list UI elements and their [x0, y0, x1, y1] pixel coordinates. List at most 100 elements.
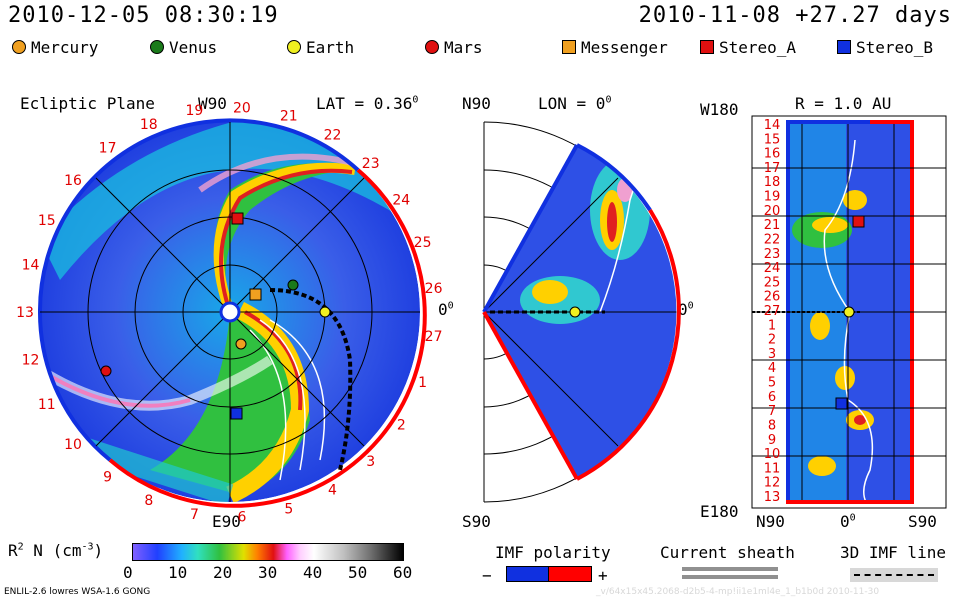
- meridional-earth-icon: [569, 306, 581, 318]
- imf-polarity-title: IMF polarity: [495, 543, 611, 562]
- imf-polarity-plus: +: [598, 566, 608, 585]
- mercury-icon: [235, 338, 247, 350]
- imf-polarity-negative-swatch: [506, 566, 550, 582]
- carrington-tick-label: 21: [280, 109, 298, 125]
- ecliptic-title: Ecliptic Plane: [20, 94, 155, 113]
- radial-tick-label: 15: [764, 132, 781, 147]
- imf-line-title: 3D IMF line: [840, 543, 946, 562]
- stereo-a-icon: [231, 212, 244, 225]
- model-label: ENLIL-2.6 lowres WSA-1.6 GONG: [4, 587, 151, 597]
- carrington-tick-label: 4: [328, 483, 337, 499]
- carrington-tick-label: 12: [22, 352, 40, 368]
- messenger-icon: [249, 288, 262, 301]
- carrington-tick-label: 20: [233, 100, 251, 116]
- radial-tick-label: 10: [764, 447, 781, 462]
- radial-tick-label: 3: [768, 347, 776, 362]
- radial-x-label-n: N90: [756, 512, 785, 531]
- colorbar-tick-label: 60: [393, 563, 413, 582]
- carrington-tick-label: 8: [144, 493, 153, 509]
- radial-r-label: R = 1.0 AU: [795, 94, 892, 113]
- carrington-tick-label: 17: [99, 141, 117, 157]
- legend-item-stereo-a: Stereo_A: [700, 38, 796, 57]
- imf-polarity-minus: −: [482, 566, 492, 585]
- carrington-tick-label: 14: [22, 258, 40, 274]
- carrington-tick-label: 13: [16, 305, 34, 321]
- colorbar-tick-label: 20: [213, 563, 233, 582]
- radial-tick-label: 6: [768, 390, 776, 405]
- radial-tick-label: 25: [764, 275, 781, 290]
- radial-tick-label: 24: [764, 261, 781, 276]
- carrington-tick-label: 11: [38, 397, 56, 413]
- radial-tick-label: 12: [764, 476, 781, 491]
- radial-top-left-label: W180: [700, 100, 739, 119]
- radial-x-label-0: 00: [840, 512, 856, 531]
- legend-item-stereo-b: Stereo_B: [837, 38, 933, 57]
- carrington-tick-label: 9: [103, 469, 112, 485]
- colorbar-tick-label: 10: [168, 563, 188, 582]
- current-sheath-swatch-bottom: [682, 575, 778, 579]
- carrington-tick-label: 10: [64, 437, 82, 453]
- carrington-tick-label: 22: [324, 128, 342, 144]
- stereo-b-icon: [230, 407, 243, 420]
- carrington-tick-label: 18: [140, 117, 158, 133]
- timestamp: 2010-12-05 08:30:19: [8, 3, 279, 28]
- carrington-tick-label: 16: [64, 173, 82, 189]
- radial-tick-label: 8: [768, 419, 776, 434]
- reference-date: 2010-11-08 +27.27 days: [638, 3, 952, 28]
- ecliptic-bottom-label: E90: [212, 512, 241, 531]
- run-id-label: _v/64x15x45.2068-d2b5-4-mp!ii1e1ml4e_1_b…: [596, 587, 880, 597]
- legend-item-mars: Mars: [425, 38, 483, 57]
- legend-item-earth: Earth: [287, 38, 354, 57]
- carrington-tick-label: 23: [362, 156, 380, 172]
- radial-tick-label: 14: [764, 118, 781, 133]
- venus-marker: [150, 40, 164, 54]
- radial-tick-label: 1: [768, 318, 776, 333]
- radial-tick-labels: 1415161718192021222324252627123456789101…: [764, 118, 781, 505]
- radial-earth-icon: [843, 306, 855, 318]
- carrington-tick-label: 7: [190, 507, 199, 523]
- radial-tick-label: 9: [768, 433, 776, 448]
- radial-tick-label: 5: [768, 376, 776, 391]
- carrington-tick-label: 1: [418, 375, 427, 391]
- radial-tick-label: 18: [764, 175, 781, 190]
- carrington-tick-label: 26: [425, 281, 443, 297]
- colorbar-title: R2 N (cm-3): [8, 541, 104, 560]
- colorbar-tick-label: 0: [123, 563, 133, 582]
- carrington-tick-label: 6: [237, 510, 246, 526]
- meridional-top-label: N90: [462, 94, 491, 113]
- venus-icon: [287, 279, 299, 291]
- carrington-tick-label: 24: [392, 192, 410, 208]
- radial-tick-label: 26: [764, 290, 781, 305]
- legend-item-mercury: Mercury: [12, 38, 98, 57]
- colorbar: [132, 543, 404, 561]
- radial-bottom-left-label: E180: [700, 502, 739, 521]
- ecliptic-boundary-negative: [37, 118, 360, 313]
- ecliptic-top-label: W90: [198, 94, 227, 113]
- ecliptic-lat-label: LAT = 0.360: [316, 94, 419, 113]
- radial-tick-label: 16: [764, 147, 781, 162]
- mars-marker: [425, 40, 439, 54]
- radial-tick-label: 19: [764, 190, 781, 205]
- radial-tick-label: 7: [768, 404, 776, 419]
- radial-tick-label: 20: [764, 204, 781, 219]
- meridional-right-label: 00: [678, 300, 694, 319]
- earth-marker: [287, 40, 301, 54]
- messenger-marker: [562, 40, 576, 54]
- sun-icon: [219, 301, 241, 323]
- ecliptic-imf-line: [269, 288, 353, 471]
- carrington-tick-label: 3: [366, 454, 375, 470]
- carrington-tick-label: 5: [284, 501, 293, 517]
- radial-tick-label: 21: [764, 218, 781, 233]
- carrington-tick-label: 19: [185, 103, 203, 119]
- radial-stereo-a-icon: [852, 215, 865, 228]
- colorbar-tick-label: 30: [258, 563, 278, 582]
- radial-tick-label: 22: [764, 233, 781, 248]
- colorbar-tick-label: 40: [303, 563, 323, 582]
- radial-tick-label: 13: [764, 490, 781, 505]
- stereo-a-marker: [700, 40, 714, 54]
- carrington-tick-label: 25: [414, 235, 432, 251]
- stereo-b-marker: [837, 40, 851, 54]
